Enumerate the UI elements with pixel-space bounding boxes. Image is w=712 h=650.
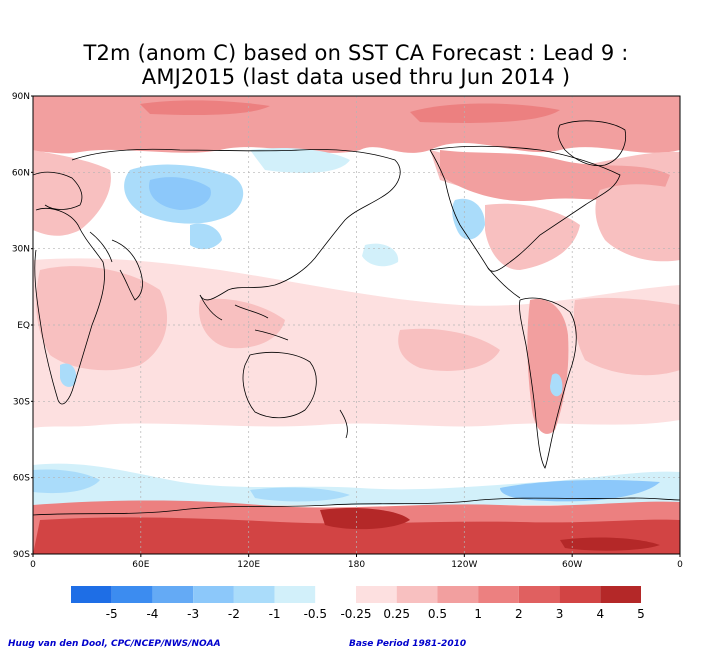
lon-label-0: 0: [677, 560, 683, 570]
coastline-central-america: [487, 267, 521, 299]
colorbar-swatch: [152, 586, 194, 603]
lon-label-180: 180: [348, 560, 365, 570]
antarctic-warm-core: [33, 517, 680, 554]
coastline-arabia-india: [89, 231, 143, 301]
anomaly-field: [33, 96, 680, 554]
colorbar-swatch: [396, 586, 438, 603]
eurasia-cool-region: [250, 148, 350, 173]
colorbar-swatch: [518, 586, 560, 603]
coastline-south-america: [519, 297, 577, 469]
map-gridlines: [33, 96, 680, 554]
credit-author: Huug van den Dool, CPC/NCEP/NWS/NOAA: [8, 639, 221, 649]
lat-label-30n: 30N: [12, 245, 30, 255]
colorbar-label: -0.5: [304, 607, 327, 621]
colorbar-swatch: [71, 586, 112, 603]
colorbar-label: 2: [515, 607, 523, 621]
arctic-warm-band: [33, 96, 680, 154]
coastline-new-zealand: [339, 409, 348, 439]
colorbar: -5 -4 -3 -2 -1 -0.5 -0.25 0.25 0.5 1 2 3 4 5: [71, 586, 645, 621]
north-america-warm-south: [485, 203, 580, 270]
colorbar-label: -2: [228, 607, 240, 621]
south-america-warm: [527, 299, 569, 434]
pacific-cool-spot: [362, 243, 399, 267]
colorbar-label: 0.25: [383, 607, 410, 621]
colorbar-label: -4: [146, 607, 158, 621]
lat-label-30s: 30S: [13, 397, 30, 407]
coastline-southeast-asia: [199, 294, 289, 341]
antarctic-warm-peak: [320, 508, 410, 530]
coastline-north-america: [429, 145, 621, 272]
lat-label-eq: EQ: [17, 321, 30, 331]
north-atlantic-warm: [595, 184, 680, 262]
colorbar-swatch: [478, 586, 519, 603]
southern-ocean-cool-core: [33, 469, 100, 494]
north-atlantic-warm: [33, 150, 111, 236]
africa-cool-spot: [60, 363, 77, 387]
lat-label-60s: 60S: [13, 474, 30, 484]
latitude-ticks: 90N 60N 30N EQ 30S 60S 90S: [12, 92, 33, 560]
east-pacific-warm: [398, 328, 500, 371]
coastline-antarctica: [33, 497, 680, 516]
central-asia-cool: [190, 223, 222, 250]
tropical-atlantic-warm: [573, 297, 680, 376]
colorbar-swatch: [315, 586, 356, 603]
lon-label-120e: 120E: [237, 560, 260, 570]
coastline-asia: [71, 148, 401, 301]
colorbar-label: 4: [596, 607, 604, 621]
colorbar-label: 1: [474, 607, 482, 621]
lon-label-120w: 120W: [451, 560, 477, 570]
colorbar-swatch: [437, 586, 479, 603]
longitude-ticks: 0 60E 120E 180 120W 60W 0: [30, 554, 683, 570]
lat-label-60n: 60N: [12, 168, 30, 178]
tropical-warm-belt: [33, 258, 680, 428]
maritime-continent-warm: [199, 298, 285, 349]
map-title-line-1: T2m (anom C) based on SST CA Forecast : …: [83, 41, 629, 65]
colorbar-label: -3: [187, 607, 199, 621]
colorbar-swatch: [600, 586, 641, 603]
arctic-warm-core: [140, 100, 270, 116]
north-america-cool: [452, 198, 485, 240]
coastlines: [33, 120, 680, 516]
colorbar-label: 0.5: [428, 607, 447, 621]
antarctic-warm-peak: [560, 537, 660, 551]
colorbar-label: -5: [106, 607, 118, 621]
arctic-warm-core: [410, 103, 560, 123]
colorbar-swatch: [111, 586, 153, 603]
coastline-africa: [34, 208, 105, 405]
lat-label-90s: 90S: [13, 550, 30, 560]
southern-ocean-cool-core: [500, 480, 660, 502]
lon-label-0: 0: [30, 560, 36, 570]
coastline-greenland: [557, 120, 627, 167]
credit-base-period: Base Period 1981-2010: [349, 639, 467, 649]
colorbar-swatch: [274, 586, 316, 603]
colorbar-swatch: [559, 586, 601, 603]
coastline-australia: [242, 351, 317, 419]
southern-ocean-cool-core: [250, 487, 350, 502]
colorbar-label: 5: [637, 607, 645, 621]
south-america-cool-spot: [550, 373, 563, 397]
colorbar-label: -0.25: [340, 607, 371, 621]
coastline-europe: [33, 171, 83, 210]
colorbar-label: 3: [556, 607, 564, 621]
lat-label-90n: 90N: [12, 92, 30, 102]
colorbar-swatch: [233, 586, 275, 603]
colorbar-swatch: [193, 586, 234, 603]
india-africa-warm: [36, 266, 168, 371]
lon-label-60w: 60W: [562, 560, 582, 570]
colorbar-label: -1: [269, 607, 281, 621]
eurasia-cool-core: [149, 177, 211, 210]
map-title-line-2: AMJ2015 (last data used thru Jun 2014 ): [141, 65, 571, 89]
colorbar-swatch: [356, 586, 397, 603]
lon-label-60e: 60E: [132, 560, 149, 570]
